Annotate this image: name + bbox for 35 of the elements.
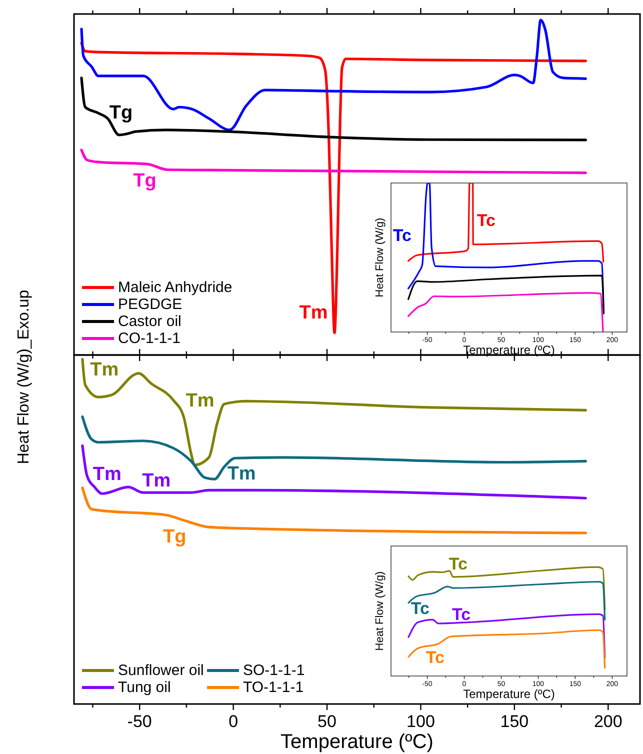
legend-label: Maleic Anhydride bbox=[118, 279, 232, 296]
legend-label: Castor oil bbox=[118, 313, 182, 330]
annotation: Tg bbox=[109, 102, 133, 124]
y-axis-title: Heat Flow (W/g)_Exo.up bbox=[16, 290, 32, 464]
legend-label: SO-1-1-1 bbox=[243, 662, 305, 679]
annotation: Tm bbox=[227, 464, 256, 485]
annotation: Tc bbox=[426, 648, 445, 667]
annotation: Tg bbox=[163, 526, 186, 548]
annotation: Tm bbox=[299, 302, 328, 324]
annotation: Tc bbox=[452, 604, 471, 624]
x-axis-title: Temperature (ºC) bbox=[463, 343, 555, 357]
annotation: Tc bbox=[448, 554, 468, 574]
legend-label: TO-1-1-1 bbox=[243, 679, 304, 696]
legend-label: CO-1-1-1 bbox=[118, 330, 181, 347]
x-axis-title: Temperature (ºC) bbox=[463, 687, 555, 701]
annotation: Tm bbox=[90, 360, 119, 381]
legend-label: Tung oil bbox=[118, 679, 171, 696]
x-axis-title: Temperature (ºC) bbox=[280, 731, 434, 753]
x-tick-label: 200 bbox=[594, 712, 622, 731]
annotation: Tg bbox=[133, 170, 156, 192]
annotation: Tm bbox=[186, 390, 214, 412]
legend-label: PEGDGE bbox=[118, 296, 182, 313]
annotation: Tm bbox=[142, 470, 171, 492]
x-tick-label: 150 bbox=[500, 712, 529, 731]
legend-label: Sunflower oil bbox=[118, 662, 204, 679]
annotation: Tm bbox=[92, 464, 122, 486]
x-tick-label: -50 bbox=[127, 712, 152, 731]
x-tick-label: 100 bbox=[406, 712, 435, 731]
y-axis-title: Heat Flow (W/g) bbox=[374, 571, 386, 651]
x-tick-label: 0 bbox=[228, 712, 238, 731]
annotation: Tc bbox=[392, 226, 412, 245]
x-tick-label: 50 bbox=[318, 712, 336, 731]
annotation: Tc bbox=[410, 599, 430, 618]
y-axis-title: Heat Flow (W/g) bbox=[374, 218, 386, 298]
annotation: Tc bbox=[476, 210, 496, 230]
